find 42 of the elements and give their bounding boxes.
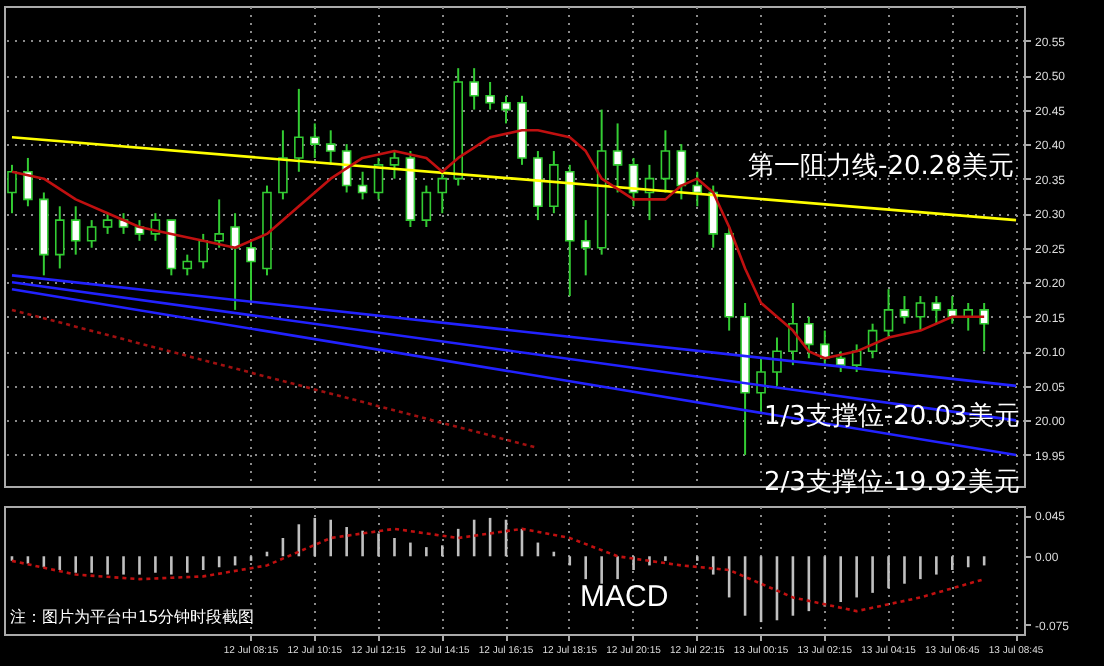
candlestick: [198, 232, 209, 270]
candlestick: [549, 150, 559, 215]
candlestick: [772, 336, 782, 387]
candlestick: [915, 295, 926, 332]
candlestick: [835, 350, 846, 374]
candlestick: [86, 219, 97, 249]
candlestick: [979, 301, 989, 353]
candlestick: [421, 184, 432, 229]
candlestick: [7, 163, 17, 215]
candlestick: [182, 253, 193, 277]
candlestick: [756, 357, 766, 415]
candlestick: [214, 198, 224, 249]
candlestick: [309, 122, 320, 159]
annotation: 注：图片为平台中15分钟时段截图: [10, 608, 255, 626]
candlestick: [501, 94, 511, 125]
candlestick: [788, 301, 798, 367]
candlestick: [660, 129, 671, 194]
candlestick: [294, 87, 304, 173]
candlestick: [692, 170, 703, 208]
candlestick: [102, 212, 113, 235]
candlestick: [580, 219, 591, 277]
candlestick: [804, 315, 814, 360]
candlestick: [883, 288, 894, 339]
candlestick: [899, 295, 910, 325]
candlestick: [389, 150, 400, 180]
candlestick: [485, 80, 495, 111]
candlestick: [676, 143, 687, 201]
candlestick: [708, 184, 719, 249]
candlestick: [23, 156, 33, 208]
candlestick: [437, 170, 448, 215]
candlestick: [54, 205, 65, 270]
candlestick: [931, 295, 942, 325]
candlestick: [70, 205, 81, 256]
text: MACD: [580, 580, 669, 614]
candlestick: [612, 122, 623, 194]
candlestick: [278, 129, 288, 201]
candlestick: [325, 129, 336, 166]
candlestick: [246, 239, 256, 304]
annotation: 第一阻力线-20.28美元: [748, 150, 1014, 182]
candlestick: [357, 170, 368, 201]
candlestick: [469, 67, 479, 111]
candlestick: [230, 212, 240, 311]
